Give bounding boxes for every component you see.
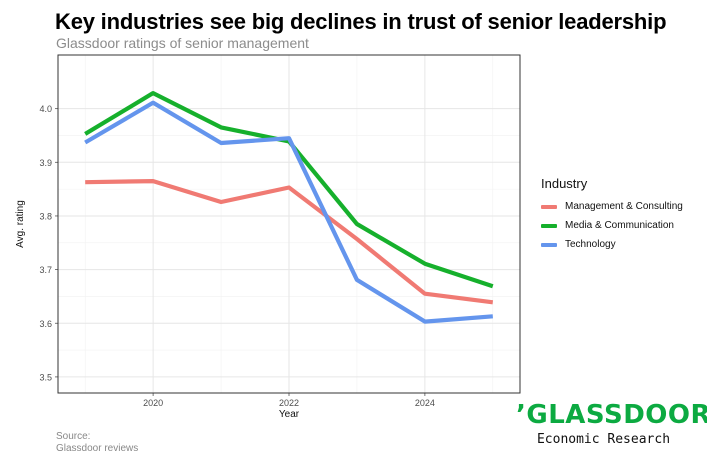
- series-line-management-consulting: [85, 179, 494, 305]
- glassdoor-branding: ’GLASSDOOR’TM Economic Research: [516, 400, 707, 447]
- legend-item-management-consulting: Management & Consulting: [541, 197, 683, 216]
- series-line-technology: [84, 100, 493, 324]
- legend-item-media-communication: Media & Communication: [541, 216, 683, 235]
- chart-title: Key industries see big declines in trust…: [55, 9, 667, 34]
- source-text: Glassdoor reviews: [56, 443, 139, 454]
- y-tick-label: 3.7: [39, 265, 52, 275]
- source-label: Source:: [56, 431, 91, 442]
- y-tick-label: 3.8: [39, 211, 52, 221]
- legend-swatch-technology: [541, 242, 557, 247]
- legend-title: Industry: [541, 176, 588, 191]
- y-tick-label: 3.6: [39, 319, 52, 329]
- legend-label: Technology: [565, 239, 616, 250]
- y-tick-label: 4.0: [39, 104, 52, 114]
- x-tick-label: 2020: [143, 398, 163, 408]
- x-tick-label: 2024: [415, 398, 435, 408]
- glassdoor-wordmark: ’GLASSDOOR’: [516, 400, 707, 430]
- plot-panel-border: [57, 54, 521, 394]
- legend-swatch-management-consulting: [541, 204, 557, 209]
- glassdoor-logo: ’GLASSDOOR’TM: [516, 400, 707, 430]
- legend-label: Media & Communication: [565, 220, 674, 231]
- x-axis-label: Year: [279, 409, 300, 420]
- legend-swatch-media-communication: [541, 223, 557, 228]
- y-tick-label: 3.5: [39, 372, 52, 382]
- legend: Industry Management & Consulting Media &…: [541, 176, 683, 254]
- legend-label: Management & Consulting: [565, 201, 683, 212]
- source-note: Source: Glassdoor reviews: [56, 431, 138, 455]
- legend-item-technology: Technology: [541, 235, 683, 254]
- chart-subtitle: Glassdoor ratings of senior management: [56, 35, 309, 51]
- y-axis-label: Avg. rating: [15, 200, 26, 248]
- y-tick-label: 3.9: [39, 158, 52, 168]
- economic-research-label: Economic Research: [536, 432, 671, 447]
- x-tick-label: 2022: [279, 398, 299, 408]
